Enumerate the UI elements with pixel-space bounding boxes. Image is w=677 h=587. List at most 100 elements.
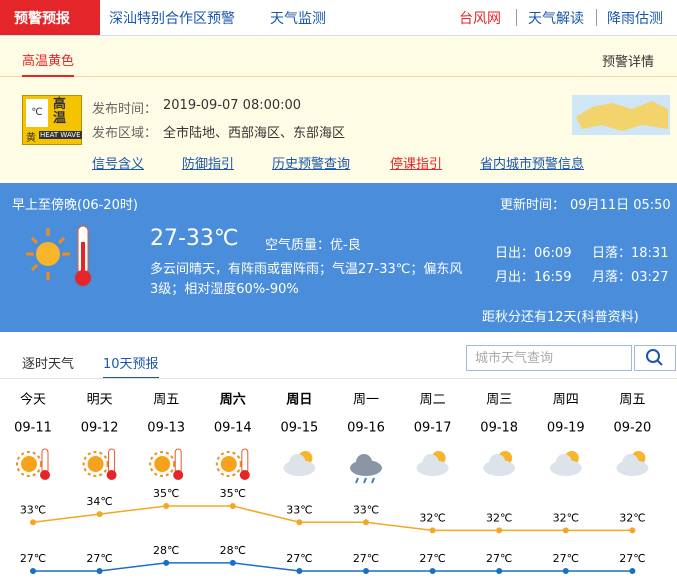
update: 09月11日 05:50 bbox=[570, 198, 671, 213]
sun: 月落：03:27 bbox=[592, 270, 669, 285]
sun bbox=[154, 456, 171, 472]
link[interactable]: 防御指引 bbox=[182, 157, 235, 172]
weather-icon bbox=[416, 451, 449, 476]
cloud bbox=[422, 454, 439, 470]
date: 09-16 bbox=[347, 421, 385, 436]
temp-point bbox=[496, 568, 503, 574]
period: 早上至傍晚(06-20时) bbox=[12, 198, 138, 213]
temp-label: 27℃ bbox=[353, 552, 379, 565]
cloud bbox=[555, 454, 572, 470]
cloud bbox=[622, 454, 639, 470]
date: 09-13 bbox=[147, 421, 185, 436]
temp-label: 33℃ bbox=[353, 503, 379, 516]
day: 周二 bbox=[420, 393, 446, 408]
warning-detail[interactable]: 预警详情 bbox=[602, 55, 655, 70]
date: 09-17 bbox=[414, 421, 452, 436]
nav-item[interactable]: 预警预报 bbox=[14, 11, 70, 27]
forecast: 今天 09-11 明天 09-12 周五 09-13 周六 09-14 周日 09-15 周一 09-… bbox=[14, 392, 651, 574]
temp-point bbox=[296, 519, 303, 526]
icon-unit: ℃ bbox=[26, 99, 48, 127]
sun bbox=[21, 456, 37, 472]
temp-point bbox=[30, 568, 36, 574]
links: 信号含义 防御指引 历史预警查询 停课指引 省内城市预警信息 bbox=[92, 153, 652, 173]
temp-label: 27℃ bbox=[20, 552, 46, 565]
nav-item[interactable]: 降雨估测 bbox=[607, 11, 663, 27]
thermo bbox=[241, 448, 249, 474]
sun-ray bbox=[16, 451, 42, 477]
temp-point bbox=[229, 559, 236, 566]
icon-title: 高温 bbox=[53, 97, 67, 126]
date: 09-19 bbox=[547, 421, 585, 436]
cloud bbox=[289, 454, 306, 470]
desc: 3级；相对湿度60%-90% bbox=[150, 282, 299, 297]
sun: 日出：06:09 bbox=[495, 246, 572, 261]
warning-tab[interactable]: 高温黄色 bbox=[22, 50, 75, 77]
update-label: 更新时间： bbox=[500, 198, 566, 213]
thermo-bulb bbox=[106, 470, 117, 480]
search-button[interactable] bbox=[634, 345, 676, 371]
sun-ray bbox=[215, 451, 242, 477]
weather-icon bbox=[16, 448, 50, 480]
sun bbox=[87, 456, 104, 472]
nav-item[interactable]: 深汕特别合作区预警 bbox=[109, 11, 235, 27]
day: 明天 bbox=[87, 393, 113, 408]
day: 周日 bbox=[286, 393, 312, 408]
date: 09-11 bbox=[14, 421, 52, 436]
desc: 多云间晴天，有阵雨或雷阵雨；气温27-33℃；偏东风 bbox=[150, 262, 463, 277]
temp-point bbox=[363, 568, 369, 574]
link[interactable]: 信号含义 bbox=[92, 157, 145, 172]
day: 周一 bbox=[353, 393, 379, 408]
day: 周五 bbox=[153, 393, 179, 408]
temp-point bbox=[96, 511, 103, 518]
tab[interactable]: 逐时天气 bbox=[22, 357, 75, 372]
divider bbox=[0, 378, 677, 379]
link[interactable]: 历史预警查询 bbox=[272, 157, 351, 172]
warning-icon: ℃ 高温 黄 HEAT WAVE bbox=[22, 95, 82, 145]
temp-label: 28℃ bbox=[153, 544, 179, 557]
temp-point bbox=[562, 568, 569, 574]
day: 周五 bbox=[619, 393, 645, 408]
temp-label: 27℃ bbox=[419, 552, 445, 565]
thermo-bulb bbox=[239, 470, 250, 480]
weather-icon bbox=[283, 451, 316, 476]
weather-icon bbox=[616, 451, 649, 476]
temp-line bbox=[33, 562, 633, 572]
weather-icon bbox=[350, 454, 382, 484]
link[interactable]: 省内城市预警信息 bbox=[480, 157, 585, 172]
tab[interactable]: 10天预报 bbox=[103, 353, 159, 379]
sun-ray bbox=[82, 451, 109, 477]
icon-level: 黄 bbox=[26, 133, 36, 144]
label: 发布区域： bbox=[92, 126, 158, 141]
temp-label: 35℃ bbox=[220, 487, 246, 500]
day: 周三 bbox=[486, 393, 512, 408]
nav-item[interactable]: 台风网 bbox=[459, 11, 501, 27]
area: 全市陆地、西部海区、东部海区 bbox=[163, 126, 346, 141]
temp-point bbox=[96, 568, 103, 574]
today-panel bbox=[0, 183, 677, 332]
nav-item[interactable]: 天气解读 bbox=[528, 11, 584, 27]
temp-label: 32℃ bbox=[486, 511, 512, 524]
temp-point bbox=[562, 527, 569, 534]
temp-point bbox=[163, 559, 170, 566]
temp: 27-33℃ bbox=[150, 226, 239, 251]
temp-label: 32℃ bbox=[619, 511, 645, 524]
countdown[interactable]: 距秋分还有12天(科普资料) bbox=[482, 310, 639, 325]
sun: 日落：18:31 bbox=[592, 246, 669, 261]
date: 09-15 bbox=[281, 421, 319, 436]
temp-line bbox=[32, 505, 633, 532]
search-input[interactable]: 城市天气查询 bbox=[466, 345, 632, 371]
nav-item[interactable]: 天气监测 bbox=[270, 11, 326, 27]
temp-label: 27℃ bbox=[86, 552, 112, 565]
time: 2019-09-07 08:00:00 bbox=[163, 98, 302, 113]
temp-label: 27℃ bbox=[486, 552, 512, 565]
thermo bbox=[108, 448, 116, 474]
link[interactable]: 停课指引 bbox=[390, 157, 443, 172]
temp-point bbox=[30, 519, 36, 526]
divider bbox=[596, 9, 597, 26]
rain bbox=[355, 477, 375, 484]
temp-point bbox=[229, 503, 236, 509]
cloud bbox=[489, 454, 506, 470]
day: 周六 bbox=[220, 392, 246, 408]
temp-label: 27℃ bbox=[619, 552, 645, 565]
